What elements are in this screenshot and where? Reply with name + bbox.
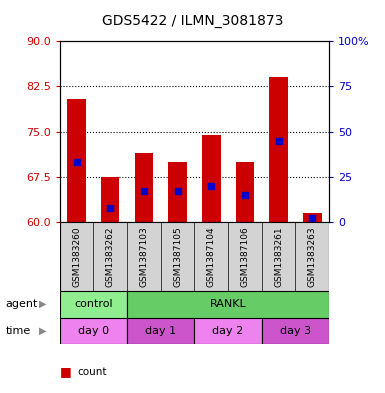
Bar <box>236 162 254 222</box>
Bar <box>127 318 194 344</box>
Bar <box>194 318 262 344</box>
Bar <box>67 99 86 222</box>
Text: GSM1387106: GSM1387106 <box>241 226 249 287</box>
Text: control: control <box>74 299 113 309</box>
Text: day 2: day 2 <box>213 326 244 336</box>
Bar <box>262 318 329 344</box>
Text: ■: ■ <box>60 365 72 378</box>
Text: day 0: day 0 <box>78 326 109 336</box>
Bar <box>127 291 329 318</box>
Bar <box>135 153 153 222</box>
Bar <box>303 213 321 222</box>
Text: agent: agent <box>6 299 38 309</box>
Text: RANKL: RANKL <box>210 299 246 309</box>
Text: GSM1383263: GSM1383263 <box>308 226 317 287</box>
Text: GSM1383261: GSM1383261 <box>274 226 283 287</box>
Text: GSM1387104: GSM1387104 <box>207 226 216 287</box>
Text: GSM1387105: GSM1387105 <box>173 226 182 287</box>
Bar <box>202 135 221 222</box>
Bar <box>168 162 187 222</box>
Text: GSM1383262: GSM1383262 <box>106 226 115 286</box>
Bar <box>270 77 288 222</box>
Text: ▶: ▶ <box>38 299 46 309</box>
Bar <box>60 291 127 318</box>
Text: GSM1387103: GSM1387103 <box>139 226 148 287</box>
Text: ▶: ▶ <box>38 326 46 336</box>
Text: GSM1383260: GSM1383260 <box>72 226 81 287</box>
Bar <box>101 177 119 222</box>
Text: day 1: day 1 <box>145 326 176 336</box>
Bar <box>60 318 127 344</box>
Text: time: time <box>6 326 31 336</box>
Text: day 3: day 3 <box>280 326 311 336</box>
Text: GDS5422 / ILMN_3081873: GDS5422 / ILMN_3081873 <box>102 14 283 28</box>
Text: count: count <box>77 367 107 377</box>
